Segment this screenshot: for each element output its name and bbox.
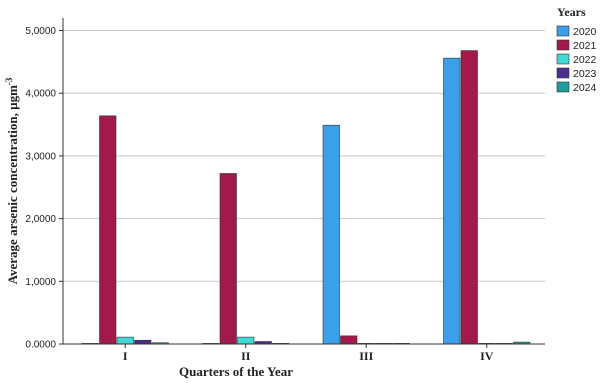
y-tick-label: 3,0000 bbox=[25, 151, 56, 162]
bar-2020-IV bbox=[443, 57, 461, 345]
x-tick-label: II bbox=[241, 349, 251, 363]
x-axis-title: Quarters of the Year bbox=[179, 364, 293, 379]
y-tick-labels: 0.0000 1,0000 2,0000 3,0000 4,0000 5,0000 bbox=[25, 26, 63, 351]
y-tick-label: 4,0000 bbox=[25, 89, 56, 100]
bar-2021-I bbox=[99, 115, 117, 345]
y-tick-label: 5,0000 bbox=[25, 26, 56, 37]
x-tick-labels: I II III IV bbox=[123, 344, 494, 363]
bar-2021-III bbox=[340, 335, 358, 345]
x-tick-label: III bbox=[359, 349, 373, 363]
legend-items: 2020 2021 2022 2023 2024 bbox=[556, 25, 597, 94]
legend-title: Years bbox=[557, 5, 586, 19]
y-axis-title: Average arsenic concentration, µgm-3 bbox=[4, 77, 20, 284]
axes bbox=[62, 18, 545, 345]
bar-2021-II bbox=[219, 173, 237, 345]
legend-label-2021: 2021 bbox=[573, 40, 597, 52]
legend-label-2020: 2020 bbox=[573, 26, 597, 38]
bar-2020-III bbox=[322, 124, 340, 345]
bar-2022-I bbox=[116, 336, 134, 345]
y-tick-label: 1,0000 bbox=[25, 277, 56, 288]
y-axis-title-text: Average arsenic concentration, µgm bbox=[5, 85, 20, 284]
legend-swatch-2021 bbox=[556, 39, 570, 51]
legend-swatch-2020 bbox=[556, 25, 570, 37]
bar-2022-II bbox=[237, 336, 255, 345]
x-tick-label: IV bbox=[480, 349, 494, 363]
bar-2023-I bbox=[134, 339, 152, 345]
legend-swatch-2022 bbox=[556, 53, 570, 65]
legend-swatch-2024 bbox=[556, 81, 570, 93]
legend-label-2023: 2023 bbox=[573, 68, 597, 80]
y-tick-label: 0.0000 bbox=[25, 340, 56, 351]
bar-2021-IV bbox=[460, 50, 478, 345]
legend-label-2022: 2022 bbox=[573, 54, 597, 66]
bars bbox=[81, 50, 531, 345]
x-tick-label: I bbox=[123, 349, 128, 363]
y-axis-title-superscript: -3 bbox=[4, 77, 14, 85]
y-tick-label: 2,0000 bbox=[25, 214, 56, 225]
legend: Years 2020 2021 2022 2023 2024 bbox=[556, 5, 597, 94]
legend-label-2024: 2024 bbox=[573, 82, 597, 94]
legend-swatch-2023 bbox=[556, 67, 570, 79]
